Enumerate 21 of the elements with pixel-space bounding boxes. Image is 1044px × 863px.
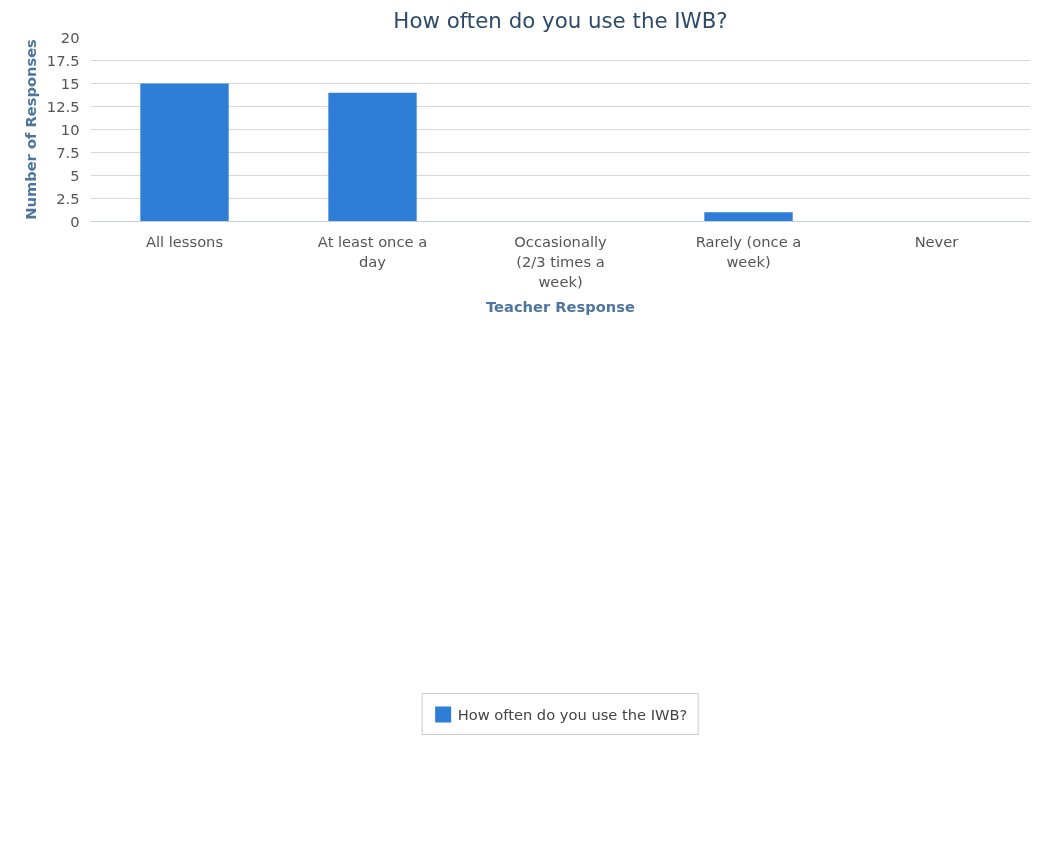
x-tick-label: All lessons	[145, 232, 224, 250]
x-axis-title: Teacher Response	[486, 298, 635, 316]
y-tick-label: 12.5	[46, 97, 80, 115]
y-tick-label: 10	[60, 120, 80, 138]
y-tick-label: 0	[70, 212, 80, 230]
y-tick-label: 2.5	[56, 189, 80, 207]
y-axis-title: Number of Responses	[21, 38, 39, 220]
x-tick-label: At least once a day	[317, 232, 428, 270]
bar	[328, 92, 417, 222]
y-tick-label: 20	[60, 28, 80, 46]
bar	[704, 212, 793, 222]
bar	[140, 83, 229, 222]
y-tick-label: 15	[60, 74, 80, 92]
legend-label: How often do you use the IWB?	[457, 705, 688, 723]
x-tick-label: Never	[914, 232, 960, 250]
y-tick-label: 5	[70, 166, 80, 184]
chart-title: How often do you use the IWB?	[393, 7, 728, 33]
y-tick-label: 7.5	[56, 143, 80, 161]
x-tick-label: Occasionally (2/3 times a week)	[514, 232, 608, 291]
y-tick-label: 17.5	[46, 51, 80, 69]
x-tick-label: Rarely (once a week)	[695, 232, 802, 270]
